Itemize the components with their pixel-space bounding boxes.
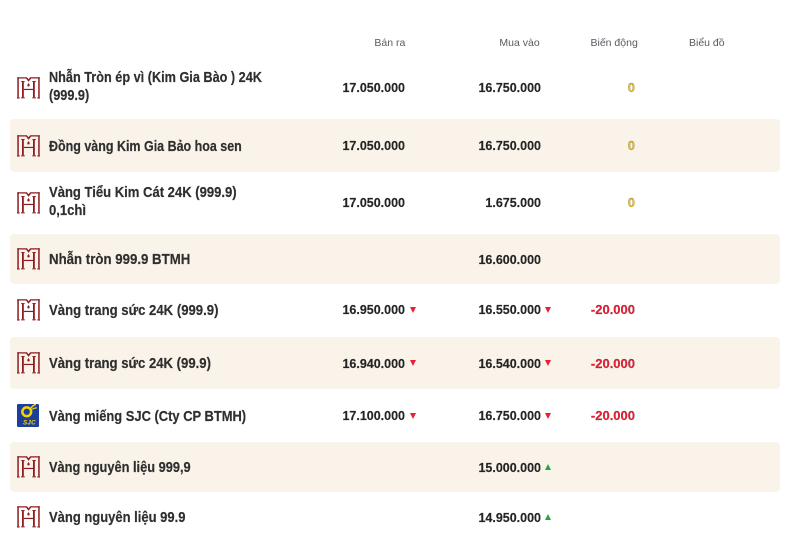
svg-text:SJC: SJC (23, 419, 36, 426)
